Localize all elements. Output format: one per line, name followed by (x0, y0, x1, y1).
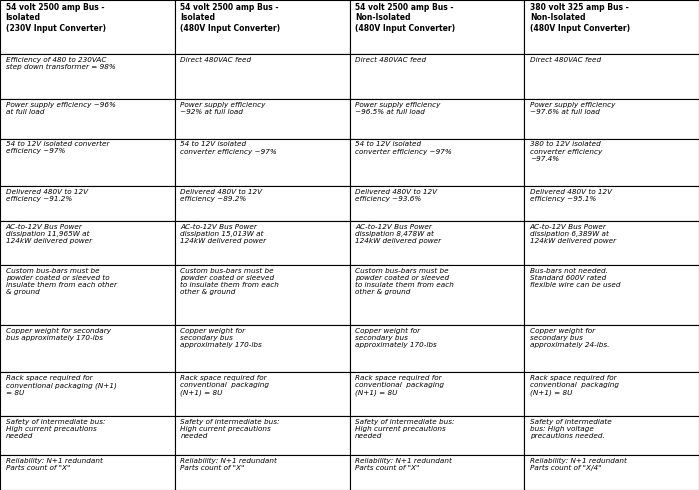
Text: Power supply efficiency
~96.5% at full load: Power supply efficiency ~96.5% at full l… (355, 102, 440, 115)
Text: Custom bus-bars must be
powder coated or sleeved
to insulate them from each
othe: Custom bus-bars must be powder coated or… (355, 268, 454, 295)
Text: 380 volt 325 amp Bus -
Non-Isolated
(480V Input Converter): 380 volt 325 amp Bus - Non-Isolated (480… (530, 3, 630, 33)
Text: Power supply efficiency
~97.6% at full load: Power supply efficiency ~97.6% at full l… (530, 102, 615, 115)
Bar (524, 265, 699, 324)
Bar (175, 221, 350, 265)
Bar (0, 455, 175, 490)
Bar (350, 0, 524, 54)
Text: 380 to 12V isolated
converter efficiency
~97.4%: 380 to 12V isolated converter efficiency… (530, 142, 602, 162)
Text: Custom bus-bars must be
powder coated or sleeved
to insulate them from each
othe: Custom bus-bars must be powder coated or… (180, 268, 279, 295)
Text: Safety of intermediate bus:
High current precautions
needed: Safety of intermediate bus: High current… (355, 418, 454, 439)
Text: Direct 480VAC feed: Direct 480VAC feed (180, 57, 252, 63)
Text: Copper weight for secondary
bus approximately 170-lbs: Copper weight for secondary bus approxim… (6, 327, 110, 341)
Text: AC-to-12V Bus Power
dissipation 11,965W at
124kW delivered power: AC-to-12V Bus Power dissipation 11,965W … (6, 224, 92, 245)
Bar (524, 324, 699, 372)
Bar (175, 139, 350, 186)
Bar (350, 416, 524, 455)
Text: Copper weight for
secondary bus
approximately 24-lbs.: Copper weight for secondary bus approxim… (530, 327, 610, 348)
Text: 54 to 12V isolated converter
efficiency ~97%: 54 to 12V isolated converter efficiency … (6, 142, 109, 154)
Text: Efficiency of 480 to 230VAC
step down transformer = 98%: Efficiency of 480 to 230VAC step down tr… (6, 57, 115, 70)
Text: Delivered 480V to 12V
efficiency ~91.2%: Delivered 480V to 12V efficiency ~91.2% (6, 189, 87, 202)
Text: Delivered 480V to 12V
efficiency ~93.6%: Delivered 480V to 12V efficiency ~93.6% (355, 189, 437, 202)
Text: Reliability: N+1 redundant
Parts count of "X": Reliability: N+1 redundant Parts count o… (6, 458, 103, 471)
Text: Safety of intermediate bus:
High current precautions
needed: Safety of intermediate bus: High current… (6, 418, 105, 439)
Bar (524, 186, 699, 221)
Text: Reliability: N+1 redundant
Parts count of "X/4": Reliability: N+1 redundant Parts count o… (530, 458, 627, 471)
Bar (0, 99, 175, 139)
Text: Delivered 480V to 12V
efficiency ~95.1%: Delivered 480V to 12V efficiency ~95.1% (530, 189, 612, 202)
Bar (175, 0, 350, 54)
Text: Custom bus-bars must be
powder coated or sleeved to
insulate them from each othe: Custom bus-bars must be powder coated or… (6, 268, 117, 294)
Bar (524, 372, 699, 416)
Text: Direct 480VAC feed: Direct 480VAC feed (355, 57, 426, 63)
Text: Power supply efficiency
~92% at full load: Power supply efficiency ~92% at full loa… (180, 102, 266, 115)
Text: Safety of intermediate
bus: High voltage
precautions needed.: Safety of intermediate bus: High voltage… (530, 418, 612, 439)
Bar (175, 99, 350, 139)
Text: Delivered 480V to 12V
efficiency ~89.2%: Delivered 480V to 12V efficiency ~89.2% (180, 189, 262, 202)
Text: 54 to 12V isolated
converter efficiency ~97%: 54 to 12V isolated converter efficiency … (180, 142, 277, 154)
Text: Rack space required for
conventional  packaging
(N+1) = 8U: Rack space required for conventional pac… (355, 375, 444, 396)
Bar (175, 455, 350, 490)
Bar (175, 416, 350, 455)
Bar (0, 221, 175, 265)
Bar (524, 455, 699, 490)
Bar (175, 186, 350, 221)
Bar (175, 372, 350, 416)
Bar (0, 372, 175, 416)
Bar (350, 186, 524, 221)
Text: Power supply efficiency ~96%
at full load: Power supply efficiency ~96% at full loa… (6, 102, 115, 115)
Bar (350, 221, 524, 265)
Text: Rack space required for
conventional  packaging
(N+1) = 8U: Rack space required for conventional pac… (180, 375, 269, 396)
Text: Direct 480VAC feed: Direct 480VAC feed (530, 57, 601, 63)
Bar (175, 54, 350, 99)
Bar (175, 265, 350, 324)
Bar (350, 372, 524, 416)
Bar (0, 186, 175, 221)
Bar (175, 324, 350, 372)
Text: Safety of intermediate bus:
High current precautions
needed: Safety of intermediate bus: High current… (180, 418, 280, 439)
Text: 54 volt 2500 amp Bus -
Isolated
(480V Input Converter): 54 volt 2500 amp Bus - Isolated (480V In… (180, 3, 280, 33)
Bar (0, 265, 175, 324)
Text: Copper weight for
secondary bus
approximately 170-lbs: Copper weight for secondary bus approxim… (355, 327, 437, 348)
Bar (350, 54, 524, 99)
Text: Reliability: N+1 redundant
Parts count of "X": Reliability: N+1 redundant Parts count o… (355, 458, 452, 471)
Bar (0, 324, 175, 372)
Text: AC-to-12V Bus Power
dissipation 15,013W at
124kW delivered power: AC-to-12V Bus Power dissipation 15,013W … (180, 224, 266, 245)
Bar (0, 0, 175, 54)
Bar (350, 455, 524, 490)
Bar (524, 54, 699, 99)
Bar (350, 265, 524, 324)
Bar (0, 139, 175, 186)
Text: 54 volt 2500 amp Bus -
Non-Isolated
(480V Input Converter): 54 volt 2500 amp Bus - Non-Isolated (480… (355, 3, 455, 33)
Bar (524, 99, 699, 139)
Text: Rack space required for
conventional  packaging
(N+1) = 8U: Rack space required for conventional pac… (530, 375, 619, 396)
Bar (350, 324, 524, 372)
Bar (524, 221, 699, 265)
Bar (350, 139, 524, 186)
Bar (524, 416, 699, 455)
Text: AC-to-12V Bus Power
dissipation 6,389W at
124kW delivered power: AC-to-12V Bus Power dissipation 6,389W a… (530, 224, 616, 245)
Text: 54 to 12V isolated
converter efficiency ~97%: 54 to 12V isolated converter efficiency … (355, 142, 452, 154)
Bar (524, 0, 699, 54)
Text: AC-to-12V Bus Power
dissipation 8,478W at
124kW delivered power: AC-to-12V Bus Power dissipation 8,478W a… (355, 224, 441, 245)
Bar (350, 99, 524, 139)
Text: Copper weight for
secondary bus
approximately 170-lbs: Copper weight for secondary bus approxim… (180, 327, 262, 348)
Bar (0, 54, 175, 99)
Bar (524, 139, 699, 186)
Text: 54 volt 2500 amp Bus -
Isolated
(230V Input Converter): 54 volt 2500 amp Bus - Isolated (230V In… (6, 3, 106, 33)
Text: Reliability: N+1 redundant
Parts count of "X": Reliability: N+1 redundant Parts count o… (180, 458, 278, 471)
Bar (0, 416, 175, 455)
Text: Bus-bars not needed.
Standard 600V rated
flexible wire can be used: Bus-bars not needed. Standard 600V rated… (530, 268, 620, 288)
Text: Rack space required for
conventional packaging (N+1)
= 8U: Rack space required for conventional pac… (6, 375, 117, 396)
